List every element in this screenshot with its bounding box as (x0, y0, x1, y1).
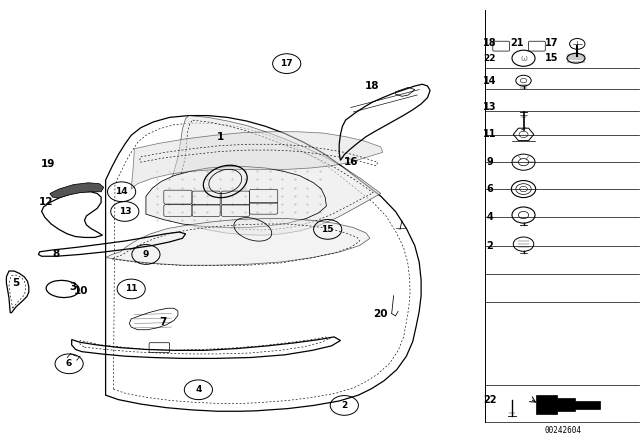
Polygon shape (50, 183, 104, 198)
Text: 2: 2 (486, 241, 493, 250)
Text: 15: 15 (545, 53, 559, 63)
Text: 16: 16 (344, 157, 358, 167)
Polygon shape (146, 167, 326, 228)
Text: 9: 9 (486, 157, 493, 167)
Text: 11: 11 (125, 284, 138, 293)
Text: 13: 13 (118, 207, 131, 216)
Text: 22: 22 (483, 395, 497, 405)
Text: 8: 8 (52, 250, 60, 259)
Text: 17: 17 (280, 59, 293, 68)
Text: 6: 6 (66, 359, 72, 368)
Text: 15: 15 (321, 225, 334, 234)
Text: 4: 4 (486, 212, 493, 222)
Text: 18: 18 (483, 38, 497, 47)
Text: ω: ω (520, 54, 527, 63)
Text: 4: 4 (195, 385, 202, 394)
Text: 00242604: 00242604 (545, 426, 582, 435)
Text: 1: 1 (217, 132, 225, 142)
Text: 9: 9 (143, 250, 149, 259)
Text: 18: 18 (365, 81, 380, 91)
Text: 12: 12 (39, 198, 53, 207)
Text: 7: 7 (159, 317, 167, 327)
Polygon shape (536, 395, 600, 414)
Text: 2: 2 (341, 401, 348, 410)
Text: 21: 21 (510, 38, 524, 47)
Text: 22: 22 (483, 54, 496, 63)
Polygon shape (106, 219, 370, 265)
Text: 3: 3 (69, 282, 77, 292)
Polygon shape (131, 132, 383, 189)
Polygon shape (163, 116, 381, 235)
Text: 14: 14 (483, 76, 497, 86)
Text: 13: 13 (483, 102, 497, 112)
Text: 11: 11 (483, 129, 497, 139)
Text: 5: 5 (12, 278, 20, 288)
Text: 17: 17 (545, 38, 559, 47)
Text: 14: 14 (115, 187, 128, 196)
Text: 19: 19 (41, 159, 55, 168)
Text: 20: 20 (374, 310, 388, 319)
Text: 10: 10 (74, 286, 88, 296)
Text: 6: 6 (486, 184, 493, 194)
